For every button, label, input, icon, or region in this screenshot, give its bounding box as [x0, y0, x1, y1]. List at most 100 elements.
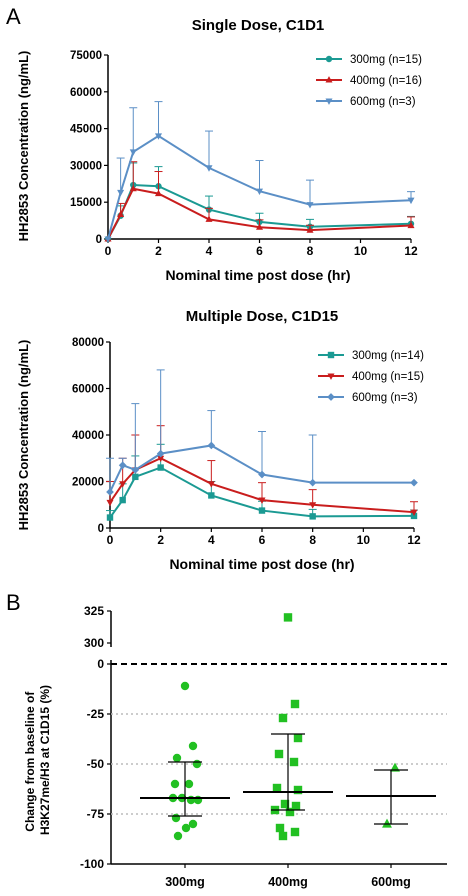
y-tick-label: 60000 [70, 87, 102, 99]
data-point [390, 762, 400, 772]
y-axis-label: Change from baseline of H3K27me/H3 at C1… [23, 685, 52, 835]
x-tick-label: 8 [307, 244, 314, 258]
y-tick-label: 45000 [70, 124, 102, 136]
data-point [258, 507, 266, 514]
y-tick-label: 80000 [72, 337, 104, 349]
x-tick-label: 12 [407, 533, 421, 547]
data-point [184, 779, 194, 789]
data-point [119, 496, 126, 504]
y-tick-label: 0 [97, 657, 104, 671]
data-point [129, 184, 137, 192]
data-point [131, 466, 140, 474]
data-point [280, 799, 290, 809]
legend-entry: 600mg (n=3) [318, 392, 418, 404]
data-point [293, 785, 303, 795]
series-line [109, 466, 415, 519]
x-tick-label: 6 [259, 533, 266, 547]
biomarker-scatter-chart: Change from baseline of H3K27me/H3 at C1… [23, 604, 447, 889]
data-point [106, 488, 114, 496]
legend-entry: 300mg (n=15) [316, 54, 422, 66]
data-point [181, 823, 191, 833]
x-tick-label: 10 [354, 244, 368, 258]
data-point [290, 827, 300, 837]
data-point [117, 210, 125, 218]
data-point [117, 189, 125, 197]
data-point [285, 807, 295, 817]
y-tick-label: -100 [80, 857, 104, 871]
x-tick-label: 10 [357, 533, 371, 547]
series [104, 101, 415, 243]
data-point [132, 473, 139, 481]
legend-label: 600mg (n=3) [352, 392, 418, 404]
data-point [410, 509, 418, 517]
data-point [290, 699, 300, 709]
x-axis-label: Nominal time post dose (hr) [169, 556, 354, 572]
data-point [157, 464, 164, 471]
legend-label: 300mg (n=15) [350, 54, 422, 66]
legend-entry: 400mg (n=15) [318, 371, 424, 383]
data-point [278, 713, 288, 723]
x-tick-label: 600mg [371, 875, 411, 889]
legend-label: 300mg (n=14) [352, 350, 424, 362]
data-point [272, 783, 282, 793]
y-tick-label: 0 [98, 523, 104, 535]
y-tick-label: -25 [87, 707, 105, 721]
x-tick-label: 6 [256, 244, 263, 258]
data-point [382, 818, 392, 828]
data-point [291, 801, 301, 811]
data-point [410, 478, 418, 487]
y-tick-label: 75000 [70, 50, 102, 62]
data-point [104, 236, 112, 243]
y-axis-label: HH2853 Concentration (ng/mL) [16, 340, 31, 531]
data-point [207, 481, 215, 488]
data-point [407, 197, 415, 205]
series-line [107, 187, 412, 240]
x-tick-label: 2 [157, 533, 164, 547]
data-point [207, 441, 216, 450]
data-point [205, 165, 213, 172]
data-point [283, 613, 293, 622]
data-point [170, 779, 180, 789]
data-point [172, 753, 182, 763]
data-point [407, 221, 415, 229]
data-point [255, 223, 264, 230]
y-axis-label-line-1: Change from baseline of [23, 691, 37, 832]
data-point [278, 831, 288, 841]
y-tick-label: 40000 [72, 430, 104, 442]
y-tick-label: -50 [87, 757, 105, 771]
legend-entry: 600mg (n=3) [316, 96, 416, 108]
y-axis-label: HH2853 Concentration (ng/mL) [16, 51, 31, 242]
legend-marker [327, 373, 335, 380]
chart-title: Single Dose, C1D1 [192, 17, 325, 34]
y-tick-label: 15000 [70, 197, 102, 209]
group-400mg [243, 613, 333, 841]
x-tick-label: 4 [206, 244, 213, 258]
group-300mg [140, 681, 230, 841]
y-tick-label: -75 [87, 807, 105, 821]
data-point [188, 819, 198, 829]
legend-label: 600mg (n=3) [350, 96, 416, 108]
y-tick-label: 300 [84, 636, 104, 650]
legend-marker [325, 98, 333, 105]
data-point [157, 455, 165, 463]
x-tick-label: 4 [208, 533, 215, 547]
multiple-dose-chart: Multiple Dose, C1D15 Nominal time post d… [16, 308, 424, 572]
y-axis-label-line-2: H3K27me/H3 at C1D15 (%) [38, 685, 52, 835]
legend-marker [327, 393, 335, 401]
data-point [188, 741, 198, 751]
x-tick-label: 300mg [165, 875, 205, 889]
legend-entry: 400mg (n=16) [316, 75, 422, 87]
data-point [208, 492, 215, 499]
series [106, 369, 418, 496]
data-point [106, 514, 114, 521]
data-point [154, 189, 163, 197]
data-point [308, 478, 317, 487]
data-point [106, 499, 114, 507]
legend-marker [325, 76, 333, 83]
data-point [309, 502, 317, 509]
x-tick-label: 0 [105, 244, 112, 258]
data-point [205, 215, 213, 222]
chart-title: Multiple Dose, C1D15 [186, 308, 339, 325]
panel-label-a: A [6, 4, 21, 29]
